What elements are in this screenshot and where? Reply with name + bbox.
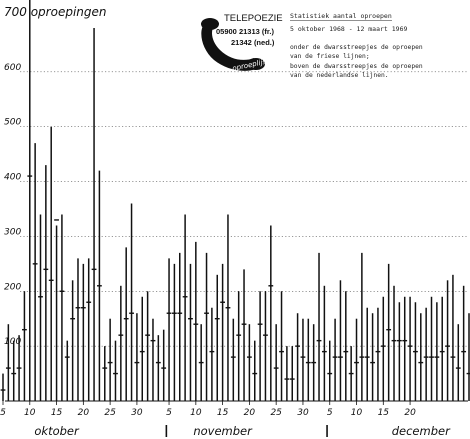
legend-line-1: onder de dwarsstreepjes de oproepen: [290, 44, 423, 51]
x-tick-label: 5: [327, 408, 333, 418]
x-tick-label: 10: [24, 408, 36, 418]
y-tick-label: 600: [4, 63, 21, 73]
y-tick-label: 300: [4, 227, 21, 237]
legend-line-3: boven de dwarsstreepjes de oproepen: [290, 63, 423, 70]
y-tick-label: 400: [4, 173, 21, 183]
x-axis: 5 10 15 20 25 30 5 10 15 20 25 30 5 10 15 20 oktober nove…: [0, 400, 468, 438]
x-tick-label: 15: [378, 408, 390, 418]
y-tick-label: 500: [4, 118, 21, 128]
month-label: november: [193, 424, 253, 438]
y-tick-label: 200: [4, 282, 21, 292]
x-tick-label: 20: [404, 408, 416, 418]
month-label: december: [392, 424, 451, 438]
telephone-handset-icon: oproeplijst: [201, 18, 270, 73]
telepoezie-logo: oproeplijst TELEPOEZIE 05900 21313 (fr.)…: [201, 13, 283, 73]
x-tick-label: 20: [78, 408, 90, 418]
chart-subtitle: 5 oktober 1968 - 12 maart 1969: [290, 25, 407, 33]
x-tick-label: 10: [190, 408, 202, 418]
x-tick-label: 30: [131, 408, 143, 418]
month-label: oktober: [34, 424, 80, 438]
y-axis: 100 200 300 400 500 600: [4, 63, 21, 347]
chart-title: Statistiek aantal oproepen: [290, 12, 392, 20]
legend-line-4: van de nederlandse lijnen.: [290, 72, 389, 79]
y-axis-title: 700 oproepingen: [4, 5, 107, 19]
x-tick-label: 5: [0, 408, 6, 418]
x-tick-label: 25: [270, 408, 282, 418]
x-tick-label: 5: [166, 408, 172, 418]
y-tick-label: 100: [4, 337, 21, 347]
x-tick-label: 10: [351, 408, 363, 418]
x-tick-label: 25: [104, 408, 116, 418]
logo-title: TELEPOEZIE: [224, 13, 283, 24]
title-block: Statistiek aantal oproepen 5 oktober 196…: [290, 12, 423, 79]
logo-number-ned: 21342 (ned.): [231, 38, 275, 47]
legend-line-2: van de friese lijnen;: [290, 53, 370, 60]
x-tick-label: 15: [217, 408, 229, 418]
x-tick-label: 20: [244, 408, 256, 418]
bars: [0, 0, 470, 401]
logo-number-fr: 05900 21313 (fr.): [216, 27, 274, 36]
x-tick-label: 15: [51, 408, 63, 418]
x-tick-label: 30: [297, 408, 309, 418]
